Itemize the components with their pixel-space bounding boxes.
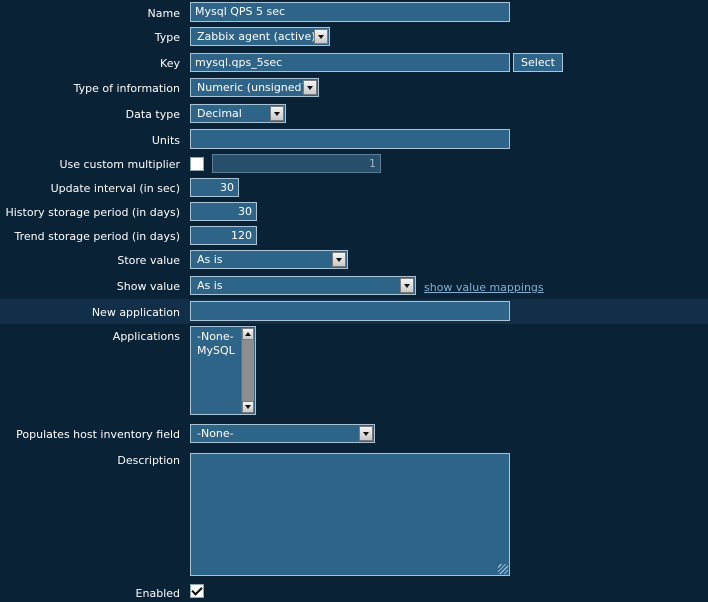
data-type-value: Decimal — [197, 107, 242, 120]
name-input[interactable]: Mysql QPS 5 sec — [190, 2, 510, 22]
checkmark-icon — [191, 584, 203, 596]
description-label: Description — [117, 454, 180, 467]
list-item[interactable]: -None- — [197, 330, 234, 343]
data-type-select[interactable]: Decimal — [190, 104, 286, 123]
trend-period-label: Trend storage period (in days) — [14, 230, 181, 243]
trend-period-input[interactable]: 120 — [190, 226, 257, 245]
type-select-value: Zabbix agent (active) — [197, 30, 316, 43]
applications-label: Applications — [112, 330, 180, 343]
name-label: Name — [147, 7, 180, 20]
show-value-select[interactable]: As is — [190, 276, 416, 295]
inventory-field-value: -None- — [197, 427, 234, 440]
update-interval-label: Update interval (in sec) — [50, 182, 180, 195]
type-of-information-select[interactable]: Numeric (unsigned) — [190, 78, 319, 97]
custom-multiplier-input: 1 — [212, 154, 381, 173]
data-type-label: Data type — [125, 108, 180, 121]
type-of-information-label: Type of information — [73, 82, 180, 95]
inventory-field-select[interactable]: -None- — [190, 424, 375, 443]
show-value-mappings-link[interactable]: show value mappings — [424, 281, 544, 294]
store-value-select[interactable]: As is — [190, 250, 348, 269]
scroll-up-icon[interactable] — [242, 328, 254, 340]
applications-listbox[interactable]: -None- MySQL — [190, 326, 256, 415]
chevron-down-icon[interactable] — [270, 106, 284, 121]
new-application-label: New application — [91, 306, 180, 319]
custom-multiplier-checkbox[interactable] — [190, 157, 204, 171]
store-value-label: Store value — [117, 254, 180, 267]
chevron-down-icon[interactable] — [400, 278, 414, 293]
show-value-value: As is — [197, 279, 223, 292]
scroll-down-icon[interactable] — [242, 401, 254, 413]
history-period-input[interactable]: 30 — [190, 202, 257, 221]
key-input[interactable]: mysql.qps_5sec — [190, 53, 510, 72]
type-label: Type — [154, 31, 180, 44]
description-textarea[interactable] — [190, 453, 510, 576]
applications-scrollbar[interactable] — [241, 328, 254, 413]
update-interval-input[interactable]: 30 — [190, 178, 239, 197]
history-period-label: History storage period (in days) — [5, 206, 180, 219]
resize-grip-icon[interactable] — [498, 564, 508, 574]
new-application-input[interactable] — [190, 301, 510, 321]
inventory-field-label: Populates host inventory field — [16, 428, 180, 441]
chevron-down-icon[interactable] — [332, 252, 346, 267]
list-item[interactable]: MySQL — [197, 344, 235, 357]
key-select-button[interactable]: Select — [513, 53, 563, 72]
chevron-down-icon[interactable] — [303, 80, 317, 95]
type-of-information-value: Numeric (unsigned) — [197, 81, 306, 94]
store-value-value: As is — [197, 253, 223, 266]
custom-multiplier-label: Use custom multiplier — [59, 158, 180, 171]
key-label: Key — [160, 57, 180, 70]
enabled-checkbox[interactable] — [190, 584, 204, 598]
type-select[interactable]: Zabbix agent (active) — [190, 27, 330, 46]
chevron-down-icon[interactable] — [314, 29, 328, 44]
enabled-label: Enabled — [135, 587, 180, 600]
units-label: Units — [151, 134, 180, 147]
show-value-label: Show value — [116, 280, 180, 293]
chevron-down-icon[interactable] — [359, 426, 373, 441]
units-input[interactable] — [190, 129, 510, 149]
